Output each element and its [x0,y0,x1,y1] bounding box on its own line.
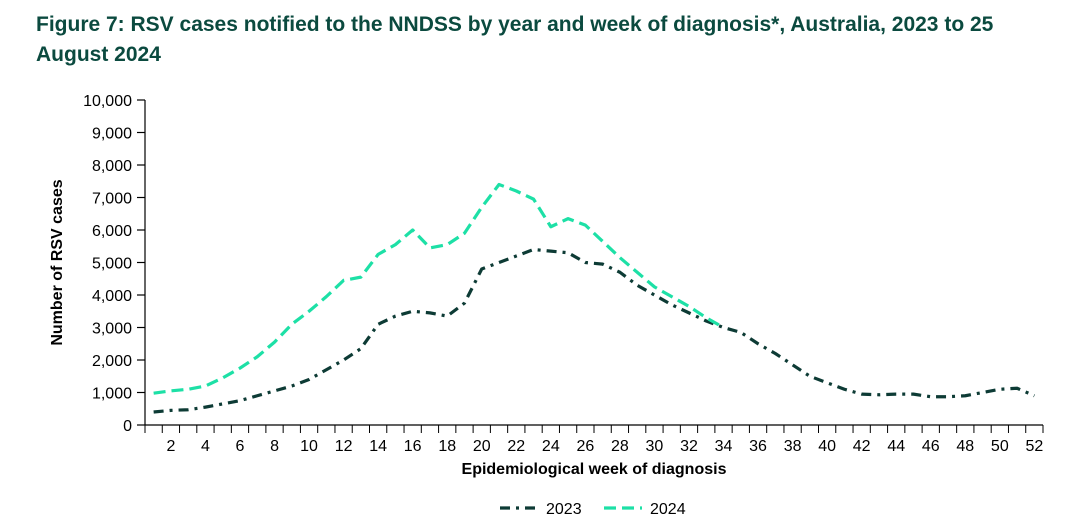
x-tick-label: 12 [335,438,353,455]
x-tick-label: 52 [1025,438,1043,455]
series-line-2023 [153,247,1036,414]
x-tick-label: 16 [404,438,422,455]
x-tick-label: 46 [922,438,940,455]
x-axis-title: Epidemiological week of diagnosis [462,461,727,478]
legend-label-2024: 2024 [650,501,686,518]
y-tick-label: 9,000 [92,126,132,143]
y-tick-label: 1,000 [92,386,132,403]
x-tick-label: 40 [818,438,836,455]
x-tick-label: 20 [473,438,491,455]
x-tick-label: 32 [680,438,698,455]
x-tick-label: 26 [576,438,594,455]
series-line-2024 [153,182,725,395]
x-tick-label: 38 [784,438,802,455]
x-tick-label: 30 [646,438,664,455]
x-tick-label: 22 [507,438,525,455]
x-tick-label: 24 [542,438,560,455]
x-tick-label: 44 [887,438,905,455]
y-axis: 0 1,000 2,000 3,000 4,000 5,000 6,000 7,000 8,00… [83,93,146,435]
y-tick-label: 5,000 [92,256,132,273]
legend-label-2023: 2023 [546,501,582,518]
x-tick-label: 36 [749,438,767,455]
x-tick-label: 6 [236,438,245,455]
chart-title: Figure 7: RSV cases notified to the NNDS… [36,13,994,66]
y-tick-label: 2,000 [92,353,132,370]
x-tick-label: 4 [201,438,210,455]
x-tick-label: 18 [438,438,456,455]
x-tick-label: 8 [270,438,279,455]
series-lines [153,182,1036,414]
x-tick-label: 50 [991,438,1009,455]
x-axis: 2 4 6 8 10 12 14 16 18 20 22 24 26 28 30 32 34 36 38 40 42 44… [144,424,1044,478]
x-tick-label: 28 [611,438,629,455]
legend: 2023 2024 [500,501,686,518]
x-tick-label: 34 [715,438,733,455]
y-axis-title: Number of RSV cases [49,179,66,345]
y-tick-label: 3,000 [92,321,132,338]
y-tick-label: 8,000 [92,158,132,175]
x-tick-label: 10 [300,438,318,455]
x-tick-label: 14 [369,438,387,455]
y-axis-title-group: Number of RSV cases [49,179,66,345]
x-tick-label: 48 [956,438,974,455]
x-tick-label: 2 [166,438,175,455]
y-tick-label: 4,000 [92,288,132,305]
y-tick-label: 6,000 [92,223,132,240]
y-tick-label: 0 [123,418,132,435]
y-tick-label: 7,000 [92,191,132,208]
x-tick-label: 42 [853,438,871,455]
y-tick-label: 10,000 [83,93,132,110]
